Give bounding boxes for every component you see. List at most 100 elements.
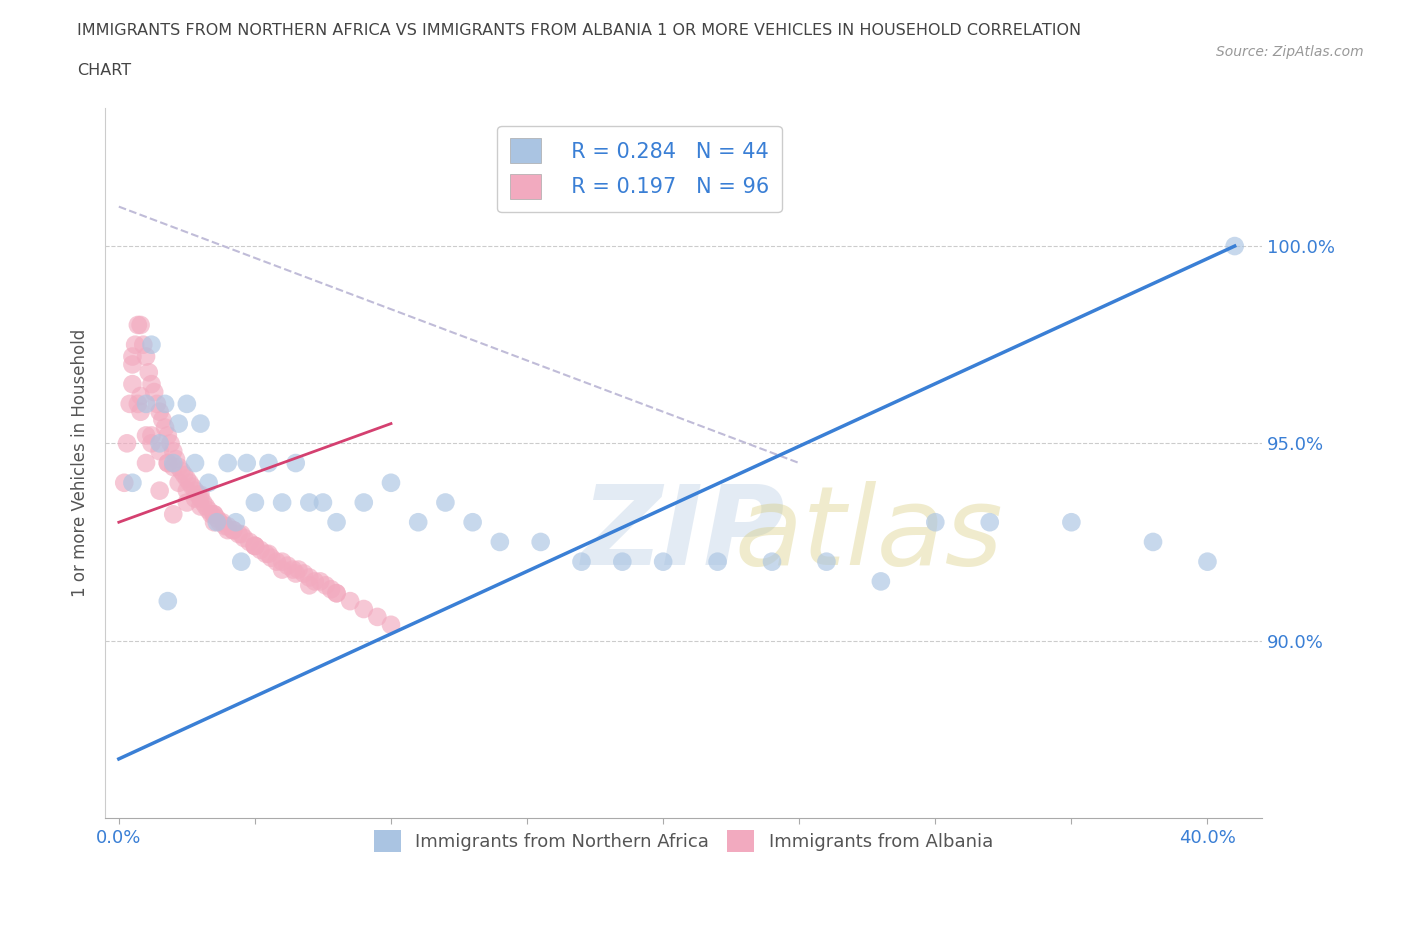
Point bbox=[197, 503, 219, 518]
Point bbox=[202, 515, 225, 530]
Text: CHART: CHART bbox=[77, 63, 131, 78]
Point bbox=[380, 475, 402, 490]
Point bbox=[380, 618, 402, 632]
Point bbox=[190, 416, 212, 431]
Point bbox=[162, 444, 184, 458]
Point bbox=[217, 519, 239, 534]
Text: atlas: atlas bbox=[734, 481, 1002, 588]
Point bbox=[190, 491, 212, 506]
Point bbox=[243, 538, 266, 553]
Point bbox=[243, 538, 266, 553]
Point bbox=[162, 459, 184, 474]
Point bbox=[156, 456, 179, 471]
Point bbox=[173, 468, 195, 483]
Point bbox=[238, 535, 260, 550]
Point bbox=[339, 593, 361, 608]
Point bbox=[325, 515, 347, 530]
Point bbox=[254, 546, 277, 561]
Point bbox=[257, 456, 280, 471]
Point bbox=[121, 349, 143, 364]
Legend: Immigrants from Northern Africa, Immigrants from Albania: Immigrants from Northern Africa, Immigra… bbox=[367, 822, 1001, 858]
Point bbox=[266, 554, 288, 569]
Point bbox=[167, 416, 190, 431]
Point bbox=[149, 405, 172, 419]
Point bbox=[135, 349, 157, 364]
Point bbox=[138, 365, 160, 379]
Point bbox=[162, 507, 184, 522]
Point bbox=[406, 515, 429, 530]
Point bbox=[194, 499, 217, 514]
Point bbox=[127, 396, 149, 411]
Point bbox=[167, 459, 190, 474]
Point bbox=[1060, 515, 1083, 530]
Point bbox=[202, 507, 225, 522]
Point bbox=[135, 428, 157, 443]
Point bbox=[309, 574, 332, 589]
Point bbox=[211, 515, 233, 530]
Point bbox=[176, 396, 198, 411]
Point bbox=[231, 526, 253, 541]
Point bbox=[257, 546, 280, 561]
Point bbox=[530, 535, 553, 550]
Point bbox=[118, 396, 141, 411]
Point bbox=[225, 515, 247, 530]
Point bbox=[571, 554, 593, 569]
Point bbox=[461, 515, 484, 530]
Point bbox=[202, 507, 225, 522]
Point bbox=[233, 531, 256, 546]
Point bbox=[127, 317, 149, 332]
Point bbox=[281, 562, 304, 577]
Point bbox=[1197, 554, 1219, 569]
Point bbox=[159, 436, 181, 451]
Point bbox=[197, 475, 219, 490]
Point bbox=[222, 523, 245, 538]
Point bbox=[124, 338, 146, 352]
Point bbox=[132, 338, 155, 352]
Point bbox=[298, 570, 321, 585]
Point bbox=[217, 456, 239, 471]
Point bbox=[612, 554, 634, 569]
Point bbox=[979, 515, 1001, 530]
Point bbox=[156, 456, 179, 471]
Point bbox=[187, 487, 209, 502]
Point bbox=[141, 338, 163, 352]
Point bbox=[179, 475, 201, 490]
Point bbox=[214, 519, 236, 534]
Point bbox=[761, 554, 783, 569]
Point bbox=[312, 495, 335, 510]
Text: IMMIGRANTS FROM NORTHERN AFRICA VS IMMIGRANTS FROM ALBANIA 1 OR MORE VEHICLES IN: IMMIGRANTS FROM NORTHERN AFRICA VS IMMIG… bbox=[77, 23, 1081, 38]
Point bbox=[150, 412, 173, 427]
Point bbox=[284, 456, 307, 471]
Point bbox=[190, 487, 212, 502]
Point bbox=[156, 593, 179, 608]
Point bbox=[325, 586, 347, 601]
Point bbox=[231, 554, 253, 569]
Point bbox=[135, 396, 157, 411]
Point bbox=[217, 523, 239, 538]
Text: ZIP: ZIP bbox=[582, 481, 786, 588]
Point bbox=[319, 582, 342, 597]
Point bbox=[205, 511, 228, 525]
Point bbox=[298, 495, 321, 510]
Point bbox=[176, 484, 198, 498]
Point bbox=[434, 495, 457, 510]
Point bbox=[156, 428, 179, 443]
Point bbox=[141, 428, 163, 443]
Point bbox=[1142, 535, 1164, 550]
Point bbox=[121, 357, 143, 372]
Point bbox=[815, 554, 838, 569]
Point bbox=[489, 535, 512, 550]
Point bbox=[284, 566, 307, 581]
Point bbox=[143, 385, 166, 400]
Point bbox=[181, 479, 204, 494]
Point bbox=[129, 389, 152, 404]
Point bbox=[205, 515, 228, 530]
Point bbox=[228, 526, 250, 541]
Point bbox=[165, 452, 187, 467]
Point bbox=[129, 405, 152, 419]
Point bbox=[292, 566, 315, 581]
Point bbox=[176, 472, 198, 486]
Point bbox=[141, 377, 163, 392]
Point bbox=[184, 456, 207, 471]
Point bbox=[353, 495, 375, 510]
